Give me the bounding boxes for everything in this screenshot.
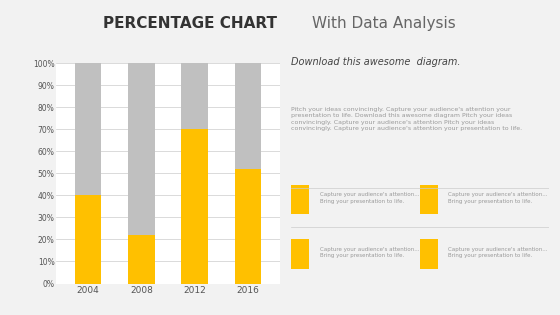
Text: Capture your audience's attention...
Bring your presentation to life.: Capture your audience's attention... Bri… (320, 192, 419, 204)
Bar (291, 185, 309, 214)
Text: Download this awesome  diagram.: Download this awesome diagram. (291, 57, 461, 67)
Text: Capture your audience's attention...
Bring your presentation to life.: Capture your audience's attention... Bri… (449, 247, 548, 258)
Bar (181, 63, 208, 129)
Bar (181, 129, 208, 284)
Bar (235, 63, 262, 169)
Text: PERCENTAGE CHART: PERCENTAGE CHART (104, 16, 277, 31)
Bar (74, 195, 101, 284)
Text: Capture your audience's attention...
Bring your presentation to life.: Capture your audience's attention... Bri… (449, 192, 548, 204)
Bar (74, 63, 101, 195)
Text: Pitch your ideas convincingly. Capture your audience's attention your
presentati: Pitch your ideas convincingly. Capture y… (291, 106, 522, 131)
Bar (128, 63, 155, 235)
Bar (128, 235, 155, 284)
Text: Capture your audience's attention...
Bring your presentation to life.: Capture your audience's attention... Bri… (320, 247, 419, 258)
Bar (420, 239, 438, 269)
Bar (420, 185, 438, 214)
Bar (291, 239, 309, 269)
Text: With Data Analysis: With Data Analysis (312, 16, 455, 31)
Bar (235, 169, 262, 284)
